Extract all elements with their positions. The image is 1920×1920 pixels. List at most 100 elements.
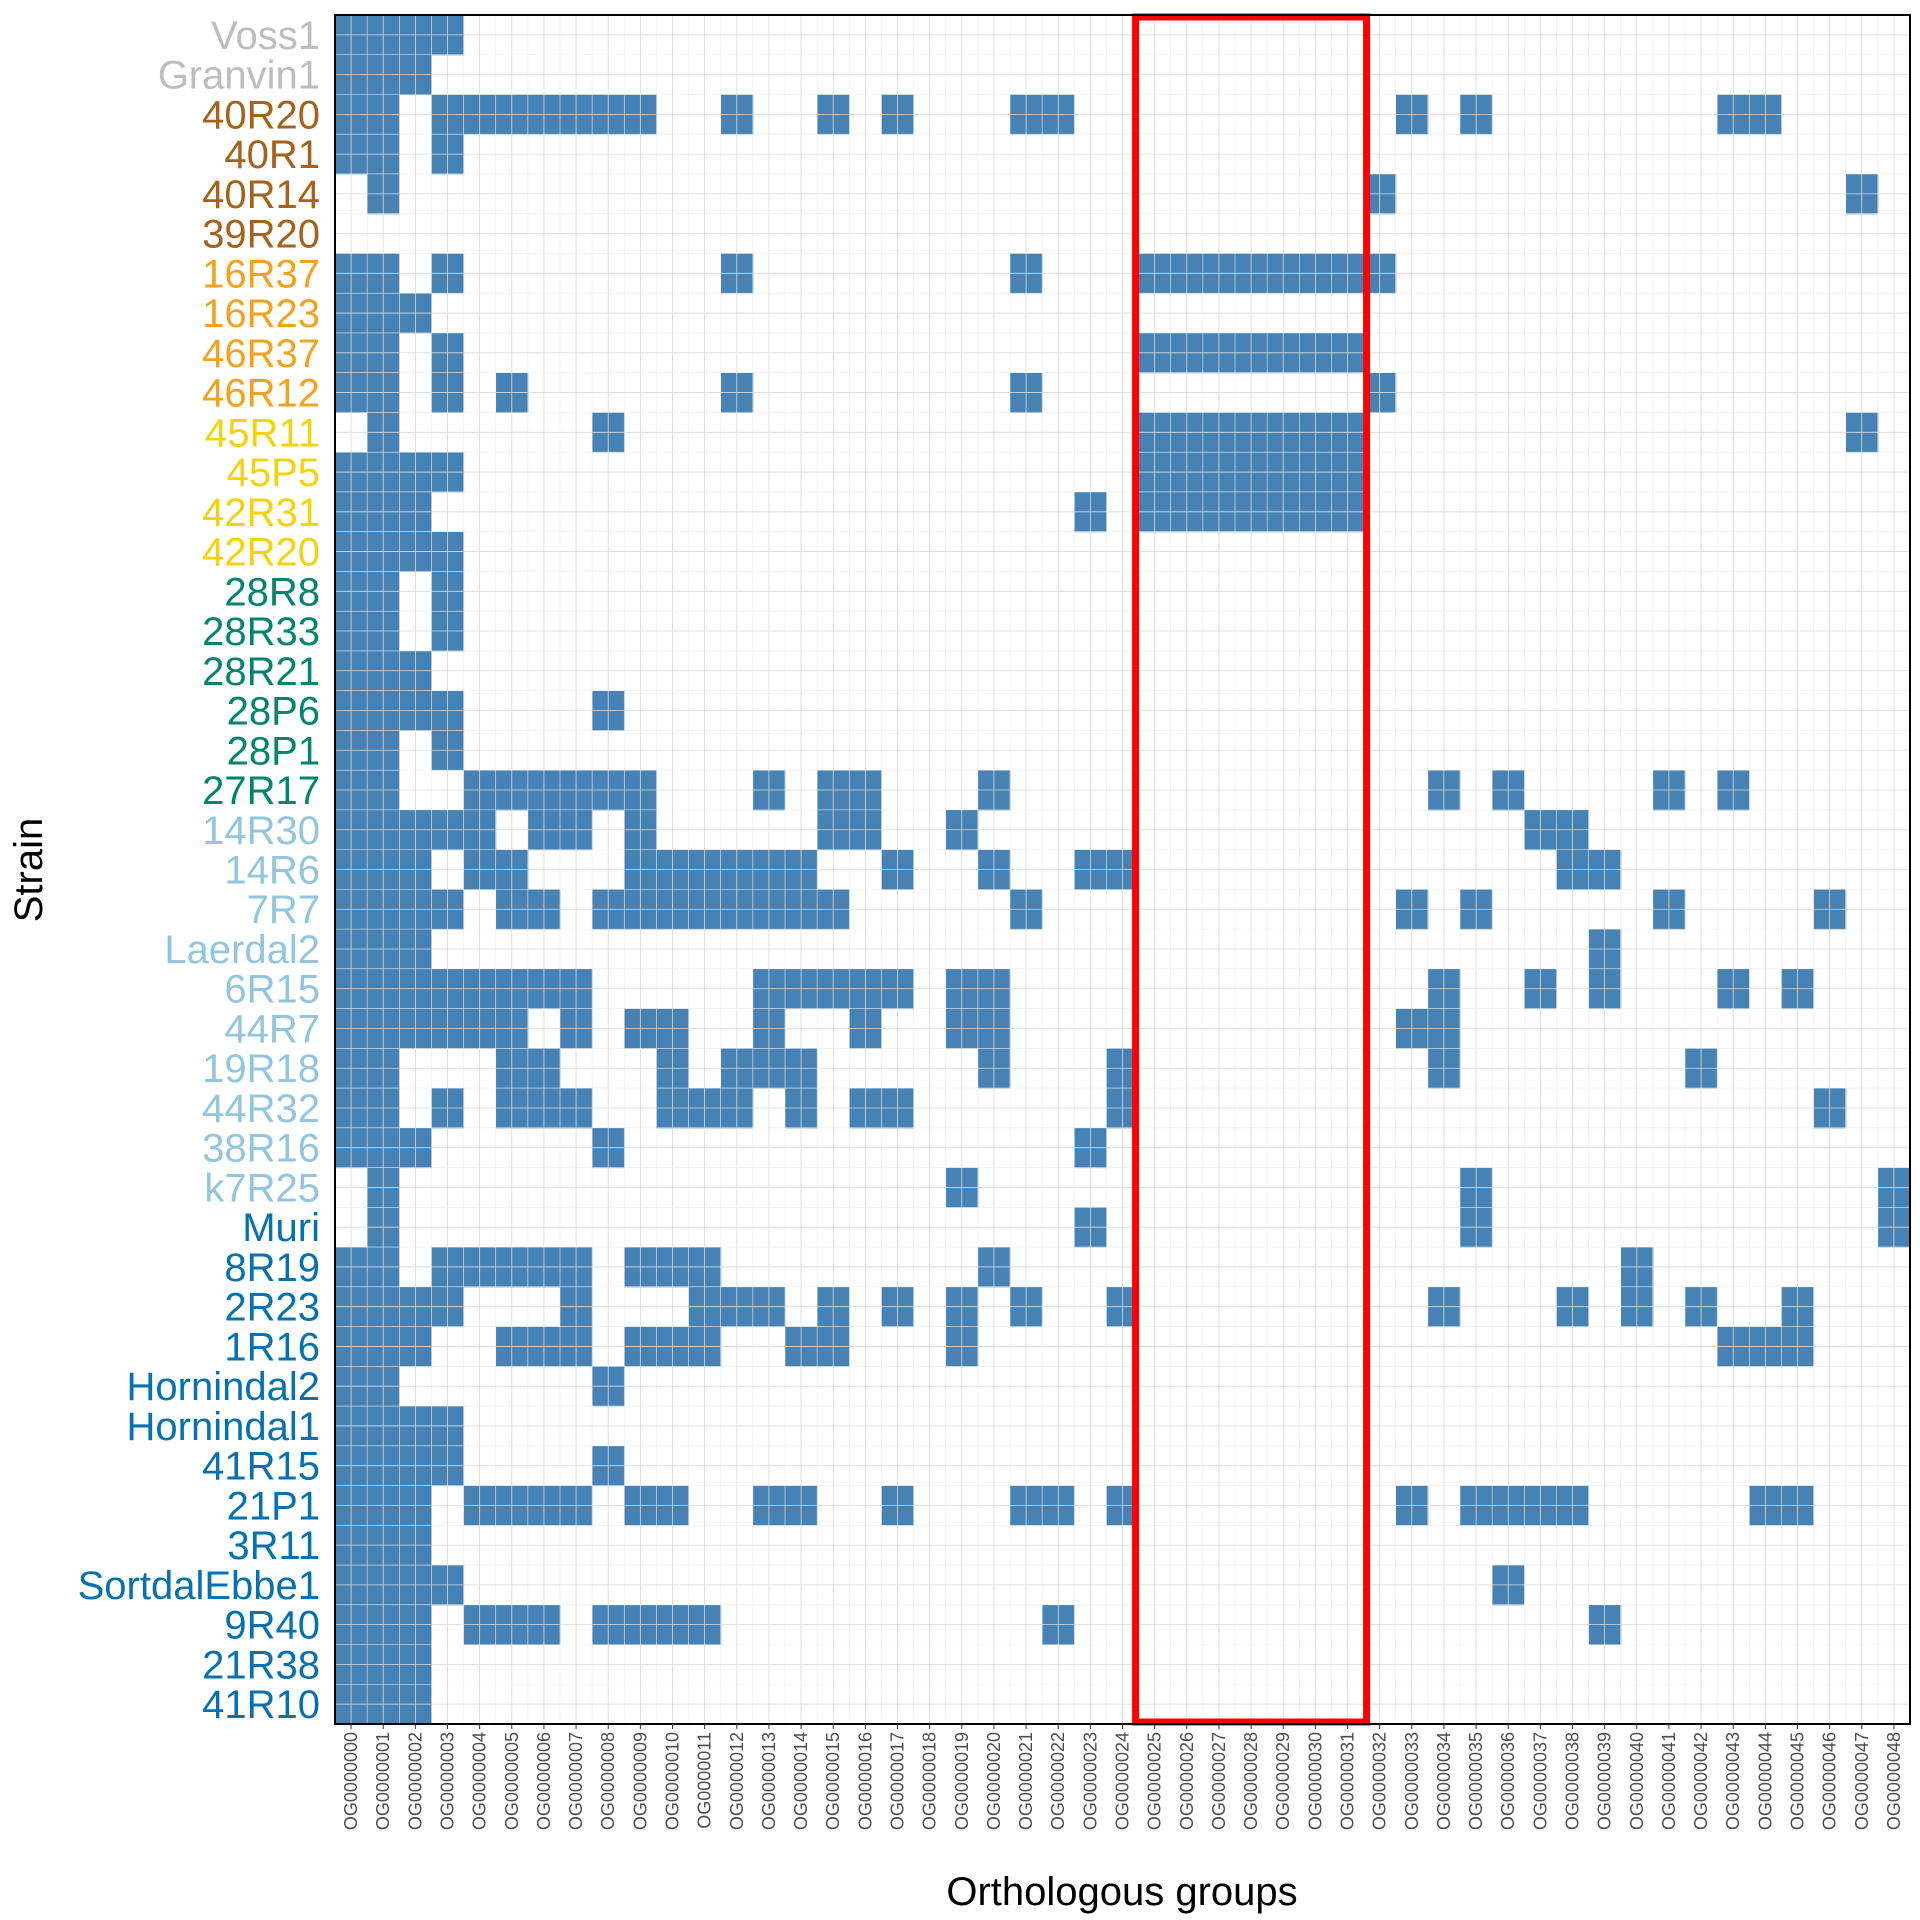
y-tick-label: Laerdal2	[164, 928, 320, 972]
y-axis-title: Strain	[7, 818, 51, 923]
x-tick-label: OG0000017	[888, 1732, 908, 1830]
x-tick-label: OG0000030	[1305, 1732, 1325, 1830]
x-tick-label: OG0000037	[1530, 1732, 1550, 1830]
y-tick-label: 27R17	[202, 769, 320, 813]
y-tick-label: 28R21	[202, 650, 320, 694]
y-tick-label: 14R30	[202, 809, 320, 853]
x-tick-label: OG0000044	[1755, 1732, 1775, 1830]
x-tick-label: OG0000022	[1048, 1732, 1068, 1830]
y-tick-label: 46R12	[202, 372, 320, 416]
y-tick-label: Hornindal1	[127, 1405, 320, 1449]
x-tick-label: OG0000000	[341, 1732, 361, 1830]
y-tick-label: 21P1	[227, 1484, 320, 1528]
y-tick-label: Granvin1	[158, 54, 320, 98]
x-tick-label: OG0000048	[1884, 1732, 1904, 1830]
x-tick-label: OG0000040	[1627, 1732, 1647, 1830]
x-tick-label: OG0000014	[791, 1732, 811, 1830]
x-tick-label: OG0000009	[630, 1732, 650, 1830]
x-tick-label: OG0000005	[502, 1732, 522, 1830]
x-axis-tick-labels: OG0000000 OG0000001 OG0000002 OG0000003 OG00…	[341, 1724, 1904, 1830]
x-tick-label: OG0000046	[1820, 1732, 1840, 1830]
x-tick-label: OG0000047	[1852, 1732, 1872, 1830]
x-tick-label: OG0000011	[695, 1732, 715, 1829]
y-tick-label: SortdalEbbe1	[78, 1564, 320, 1608]
x-axis-title: Orthologous groups	[946, 1870, 1297, 1914]
x-tick-label: OG0000001	[373, 1732, 393, 1830]
highlight-rectangle	[1132, 13, 1371, 1726]
y-axis-tick-labels: Voss1Granvin140R2040R140R1439R2016R3716R…	[78, 14, 320, 1727]
y-tick-label: 9R40	[224, 1604, 320, 1648]
x-tick-label: OG0000025	[1145, 1732, 1165, 1830]
y-tick-label: k7R25	[204, 1166, 320, 1210]
y-tick-label: 44R32	[202, 1087, 320, 1131]
y-tick-label: 46R37	[202, 332, 320, 376]
y-tick-label: 45P5	[227, 451, 320, 495]
x-tick-label: OG0000038	[1563, 1732, 1583, 1830]
x-tick-label: OG0000042	[1691, 1732, 1711, 1830]
y-tick-label: 40R1	[224, 133, 320, 177]
x-tick-label: OG0000002	[405, 1732, 425, 1830]
y-tick-label: 3R11	[227, 1524, 320, 1568]
y-tick-label: 19R18	[202, 1047, 320, 1091]
x-tick-label: OG0000007	[566, 1732, 586, 1830]
y-tick-label: 6R15	[224, 968, 320, 1012]
y-tick-label: 40R20	[202, 93, 320, 137]
y-tick-label: 41R15	[202, 1445, 320, 1489]
y-tick-label: Hornindal2	[127, 1365, 320, 1409]
y-tick-label: 16R23	[202, 292, 320, 336]
x-tick-label: OG0000045	[1788, 1732, 1808, 1830]
y-tick-label: 42R31	[202, 491, 320, 535]
y-tick-label: 40R14	[202, 173, 320, 217]
x-tick-label: OG0000041	[1659, 1732, 1679, 1830]
x-tick-label: OG0000028	[1241, 1732, 1261, 1830]
x-tick-label: OG0000004	[470, 1732, 490, 1830]
grid-lines	[334, 14, 1910, 1724]
x-tick-label: OG0000024	[1113, 1732, 1133, 1830]
x-tick-label: OG0000023	[1080, 1732, 1100, 1830]
y-tick-label: 28P6	[227, 690, 320, 734]
y-tick-label: 42R20	[202, 531, 320, 575]
x-tick-label: OG0000016	[855, 1732, 875, 1830]
x-tick-label: OG0000039	[1595, 1732, 1615, 1830]
x-tick-label: OG0000034	[1434, 1732, 1454, 1830]
x-tick-label: OG0000032	[1370, 1732, 1390, 1830]
y-tick-label: Muri	[242, 1206, 320, 1250]
x-tick-label: OG0000010	[663, 1732, 683, 1830]
x-tick-label: OG0000006	[534, 1732, 554, 1830]
y-tick-label: 28P1	[227, 729, 320, 773]
y-tick-label: 44R7	[224, 1007, 320, 1051]
y-tick-label: 14R6	[224, 849, 320, 893]
x-tick-label: OG0000013	[759, 1732, 779, 1830]
x-tick-label: OG0000008	[598, 1732, 618, 1830]
x-tick-label: OG0000020	[984, 1732, 1004, 1830]
y-tick-label: 45R11	[205, 411, 320, 455]
x-tick-label: OG0000035	[1466, 1732, 1486, 1830]
x-tick-label: OG0000033	[1402, 1732, 1422, 1830]
y-tick-label: 41R10	[202, 1683, 320, 1727]
y-tick-label: 8R19	[224, 1246, 320, 1290]
x-tick-label: OG0000015	[823, 1732, 843, 1830]
x-tick-label: OG0000019	[952, 1732, 972, 1830]
x-tick-label: OG0000027	[1209, 1732, 1229, 1830]
x-tick-label: OG0000021	[1016, 1732, 1036, 1830]
y-tick-label: 16R37	[202, 252, 320, 296]
y-tick-label: 21R38	[202, 1643, 320, 1687]
x-tick-label: OG0000031	[1338, 1732, 1358, 1830]
x-tick-label: OG0000043	[1723, 1732, 1743, 1830]
y-tick-label: 39R20	[202, 213, 320, 257]
x-tick-label: OG0000018	[920, 1732, 940, 1830]
y-tick-label: 38R16	[202, 1127, 320, 1171]
x-tick-label: OG0000029	[1273, 1732, 1293, 1830]
y-tick-label: 2R23	[224, 1286, 320, 1330]
highlight-box	[1132, 13, 1371, 1726]
y-tick-label: Voss1	[211, 14, 320, 58]
x-tick-label: OG0000012	[727, 1732, 747, 1830]
y-tick-label: 28R33	[202, 610, 320, 654]
x-tick-label: OG0000026	[1177, 1732, 1197, 1830]
x-tick-label: OG0000003	[438, 1732, 458, 1830]
y-tick-label: 1R16	[224, 1325, 320, 1369]
y-tick-label: 7R7	[247, 888, 320, 932]
x-tick-label: OG0000036	[1498, 1732, 1518, 1830]
y-tick-label: 28R8	[224, 570, 320, 614]
